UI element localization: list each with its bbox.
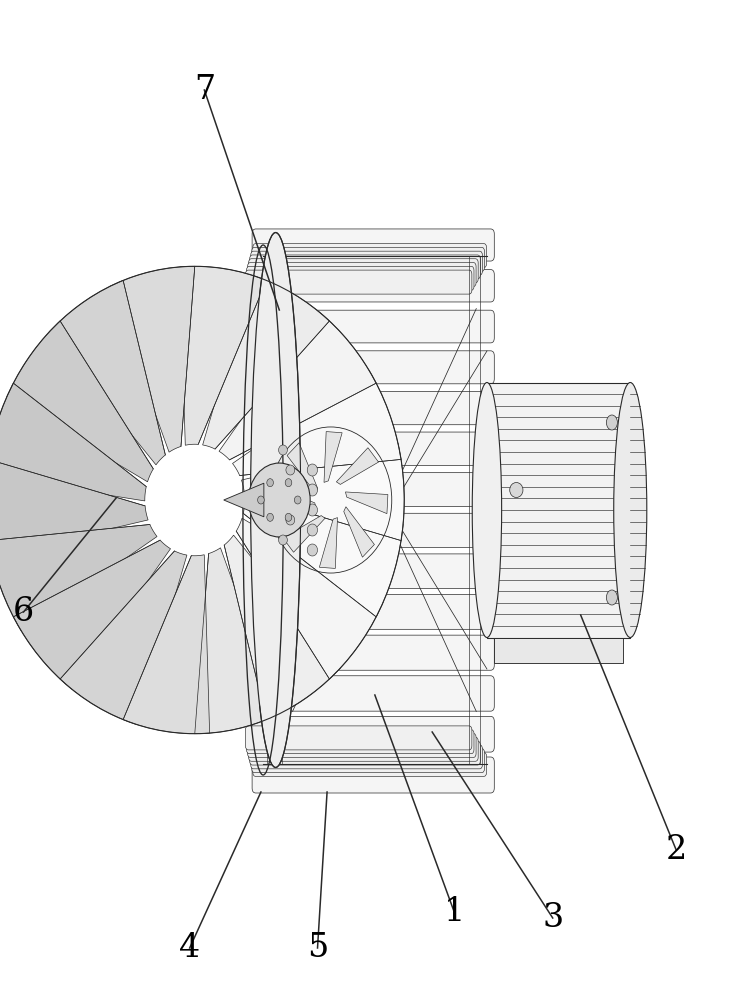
FancyBboxPatch shape (252, 635, 494, 670)
Polygon shape (242, 443, 404, 541)
Text: 5: 5 (306, 932, 329, 964)
FancyBboxPatch shape (246, 266, 474, 290)
FancyBboxPatch shape (250, 255, 480, 279)
Ellipse shape (307, 524, 318, 536)
Ellipse shape (286, 465, 295, 475)
Ellipse shape (472, 382, 501, 638)
Ellipse shape (285, 479, 292, 487)
Polygon shape (60, 551, 187, 725)
FancyBboxPatch shape (252, 676, 494, 711)
FancyBboxPatch shape (253, 752, 487, 776)
Polygon shape (344, 507, 374, 557)
Ellipse shape (279, 535, 287, 545)
Polygon shape (13, 540, 171, 689)
Ellipse shape (279, 445, 287, 455)
FancyBboxPatch shape (252, 473, 494, 507)
Ellipse shape (307, 544, 318, 556)
Polygon shape (337, 448, 379, 484)
Polygon shape (195, 548, 280, 734)
Ellipse shape (606, 415, 617, 430)
Ellipse shape (248, 463, 310, 537)
Ellipse shape (267, 513, 273, 521)
Polygon shape (320, 518, 337, 568)
FancyBboxPatch shape (252, 757, 494, 793)
FancyBboxPatch shape (252, 310, 494, 343)
FancyBboxPatch shape (252, 595, 494, 629)
Ellipse shape (267, 479, 273, 487)
Polygon shape (243, 499, 403, 617)
Polygon shape (203, 275, 329, 449)
Polygon shape (123, 555, 209, 734)
FancyBboxPatch shape (252, 749, 484, 773)
Polygon shape (487, 383, 631, 638)
Ellipse shape (614, 382, 647, 638)
FancyBboxPatch shape (248, 733, 476, 757)
Text: 3: 3 (542, 902, 563, 934)
Polygon shape (494, 638, 623, 663)
Polygon shape (180, 266, 266, 445)
FancyBboxPatch shape (252, 432, 494, 466)
Polygon shape (224, 535, 340, 720)
Ellipse shape (307, 504, 318, 516)
Polygon shape (219, 311, 376, 460)
Text: 4: 4 (179, 932, 200, 964)
Polygon shape (273, 486, 316, 508)
FancyBboxPatch shape (253, 244, 487, 268)
FancyBboxPatch shape (252, 270, 494, 302)
Ellipse shape (307, 464, 318, 476)
Polygon shape (324, 432, 342, 482)
FancyBboxPatch shape (250, 741, 480, 765)
FancyBboxPatch shape (251, 745, 482, 769)
Ellipse shape (286, 515, 295, 525)
FancyBboxPatch shape (248, 737, 478, 761)
FancyBboxPatch shape (252, 247, 484, 271)
FancyBboxPatch shape (252, 716, 494, 752)
Ellipse shape (509, 483, 523, 497)
FancyBboxPatch shape (251, 251, 482, 275)
Ellipse shape (294, 496, 301, 504)
FancyBboxPatch shape (248, 263, 476, 287)
FancyBboxPatch shape (245, 726, 472, 750)
Polygon shape (0, 383, 146, 501)
Ellipse shape (251, 232, 301, 768)
FancyBboxPatch shape (252, 391, 494, 425)
Polygon shape (7, 321, 154, 482)
Polygon shape (110, 266, 195, 452)
FancyBboxPatch shape (252, 351, 494, 384)
Polygon shape (345, 492, 388, 514)
FancyBboxPatch shape (248, 259, 478, 283)
Text: 2: 2 (666, 834, 686, 866)
FancyBboxPatch shape (252, 554, 494, 588)
Ellipse shape (307, 484, 318, 496)
Polygon shape (236, 518, 383, 679)
Polygon shape (0, 459, 148, 557)
Text: 6: 6 (13, 596, 34, 628)
Polygon shape (49, 280, 165, 465)
Text: 1: 1 (444, 896, 465, 928)
Polygon shape (287, 443, 318, 493)
FancyBboxPatch shape (246, 730, 474, 754)
FancyBboxPatch shape (245, 270, 472, 294)
Polygon shape (232, 369, 401, 476)
FancyBboxPatch shape (252, 229, 494, 261)
Ellipse shape (257, 496, 265, 504)
FancyBboxPatch shape (252, 513, 494, 547)
Polygon shape (0, 524, 157, 631)
Text: 7: 7 (194, 74, 215, 106)
Polygon shape (283, 516, 325, 552)
Polygon shape (223, 483, 264, 517)
Ellipse shape (285, 513, 292, 521)
Ellipse shape (606, 590, 617, 605)
